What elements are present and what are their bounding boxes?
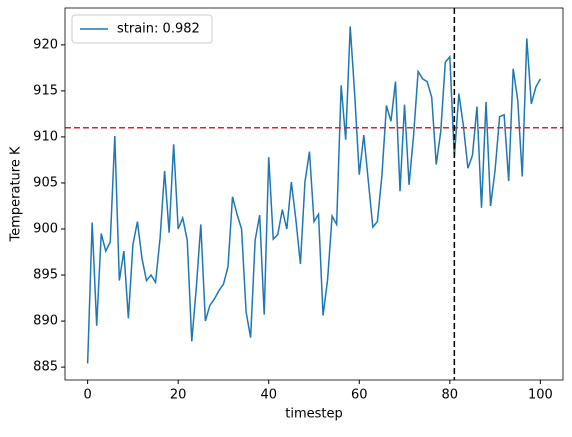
legend-label: strain: 0.982 [117,22,200,37]
plot-frame [64,7,564,381]
y-tick-label: 890 [33,314,58,329]
y-tick-label: 895 [33,268,58,283]
legend-box [71,14,213,44]
y-tick-label: 910 [33,129,58,144]
x-tick-label: 60 [351,388,368,403]
x-tick-label: 20 [170,388,187,403]
y-tick-label: 900 [33,221,58,236]
x-tick-label: 0 [83,388,91,403]
y-tick-label: 915 [33,83,58,98]
y-tick-label: 885 [33,360,58,375]
x-tick-label: 80 [442,388,459,403]
x-axis-label: timestep [285,407,343,422]
y-axis-label: Temperature K [9,146,24,242]
y-tick-label: 920 [33,37,58,52]
data-line [86,26,542,364]
x-tick-label: 100 [528,388,553,403]
x-tick-label: 40 [260,388,277,403]
y-tick-label: 905 [33,175,58,190]
